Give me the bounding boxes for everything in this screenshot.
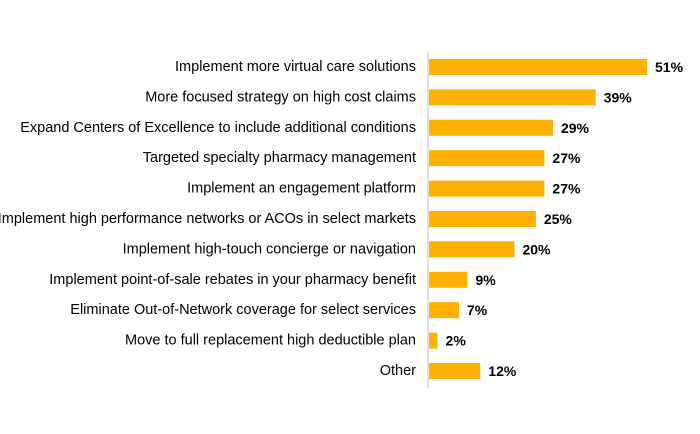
category-label-2: Expand Centers of Excellence to include … [20, 120, 416, 136]
category-label-8: Eliminate Out-of-Network coverage for se… [70, 302, 416, 318]
bar-1 [429, 89, 596, 106]
value-labels-group: 51% 39% 29% 27% 27% 25% 20% 9% 7%2% 12% [446, 59, 684, 379]
value-label-3: 27% [552, 150, 581, 166]
bar-9 [429, 332, 438, 349]
category-label-9: Move to full replacement high deductible… [125, 333, 416, 349]
category-label-3: Targeted specialty pharmacy management [143, 150, 416, 166]
bar-8 [429, 302, 459, 319]
category-label-1: More focused strategy on high cost claim… [145, 89, 416, 105]
bar-10 [429, 363, 481, 379]
bars-group [429, 59, 647, 379]
category-label-6: Implement high-touch concierge or naviga… [123, 241, 416, 257]
value-label-6: 20% [522, 241, 551, 257]
bar-5 [429, 211, 536, 227]
value-label-8: 7% [467, 302, 488, 318]
value-label-7: 9% [475, 272, 496, 288]
bar-0 [429, 59, 647, 75]
bar-4 [429, 180, 545, 197]
bar-3 [429, 150, 545, 167]
value-label-2: 29% [561, 120, 590, 136]
value-label-9: 2% [446, 333, 467, 349]
bar-7 [429, 271, 468, 288]
category-labels-group: Implement more virtual care solutions Mo… [0, 59, 416, 379]
value-label-4: 27% [552, 181, 581, 197]
bar-6 [429, 241, 515, 258]
value-label-5: 25% [544, 211, 573, 227]
category-label-7: Implement point-of-sale rebates in your … [49, 272, 416, 288]
value-label-1: 39% [604, 89, 633, 105]
category-label-4: Implement an engagement platform [187, 181, 416, 197]
value-label-10: 12% [488, 363, 517, 379]
bar-2 [429, 119, 553, 136]
category-label-5: Implement high performance networks or A… [0, 211, 416, 227]
category-label-10: Other [380, 363, 416, 379]
value-label-0: 51% [655, 59, 684, 75]
category-label-0: Implement more virtual care solutions [175, 59, 416, 75]
